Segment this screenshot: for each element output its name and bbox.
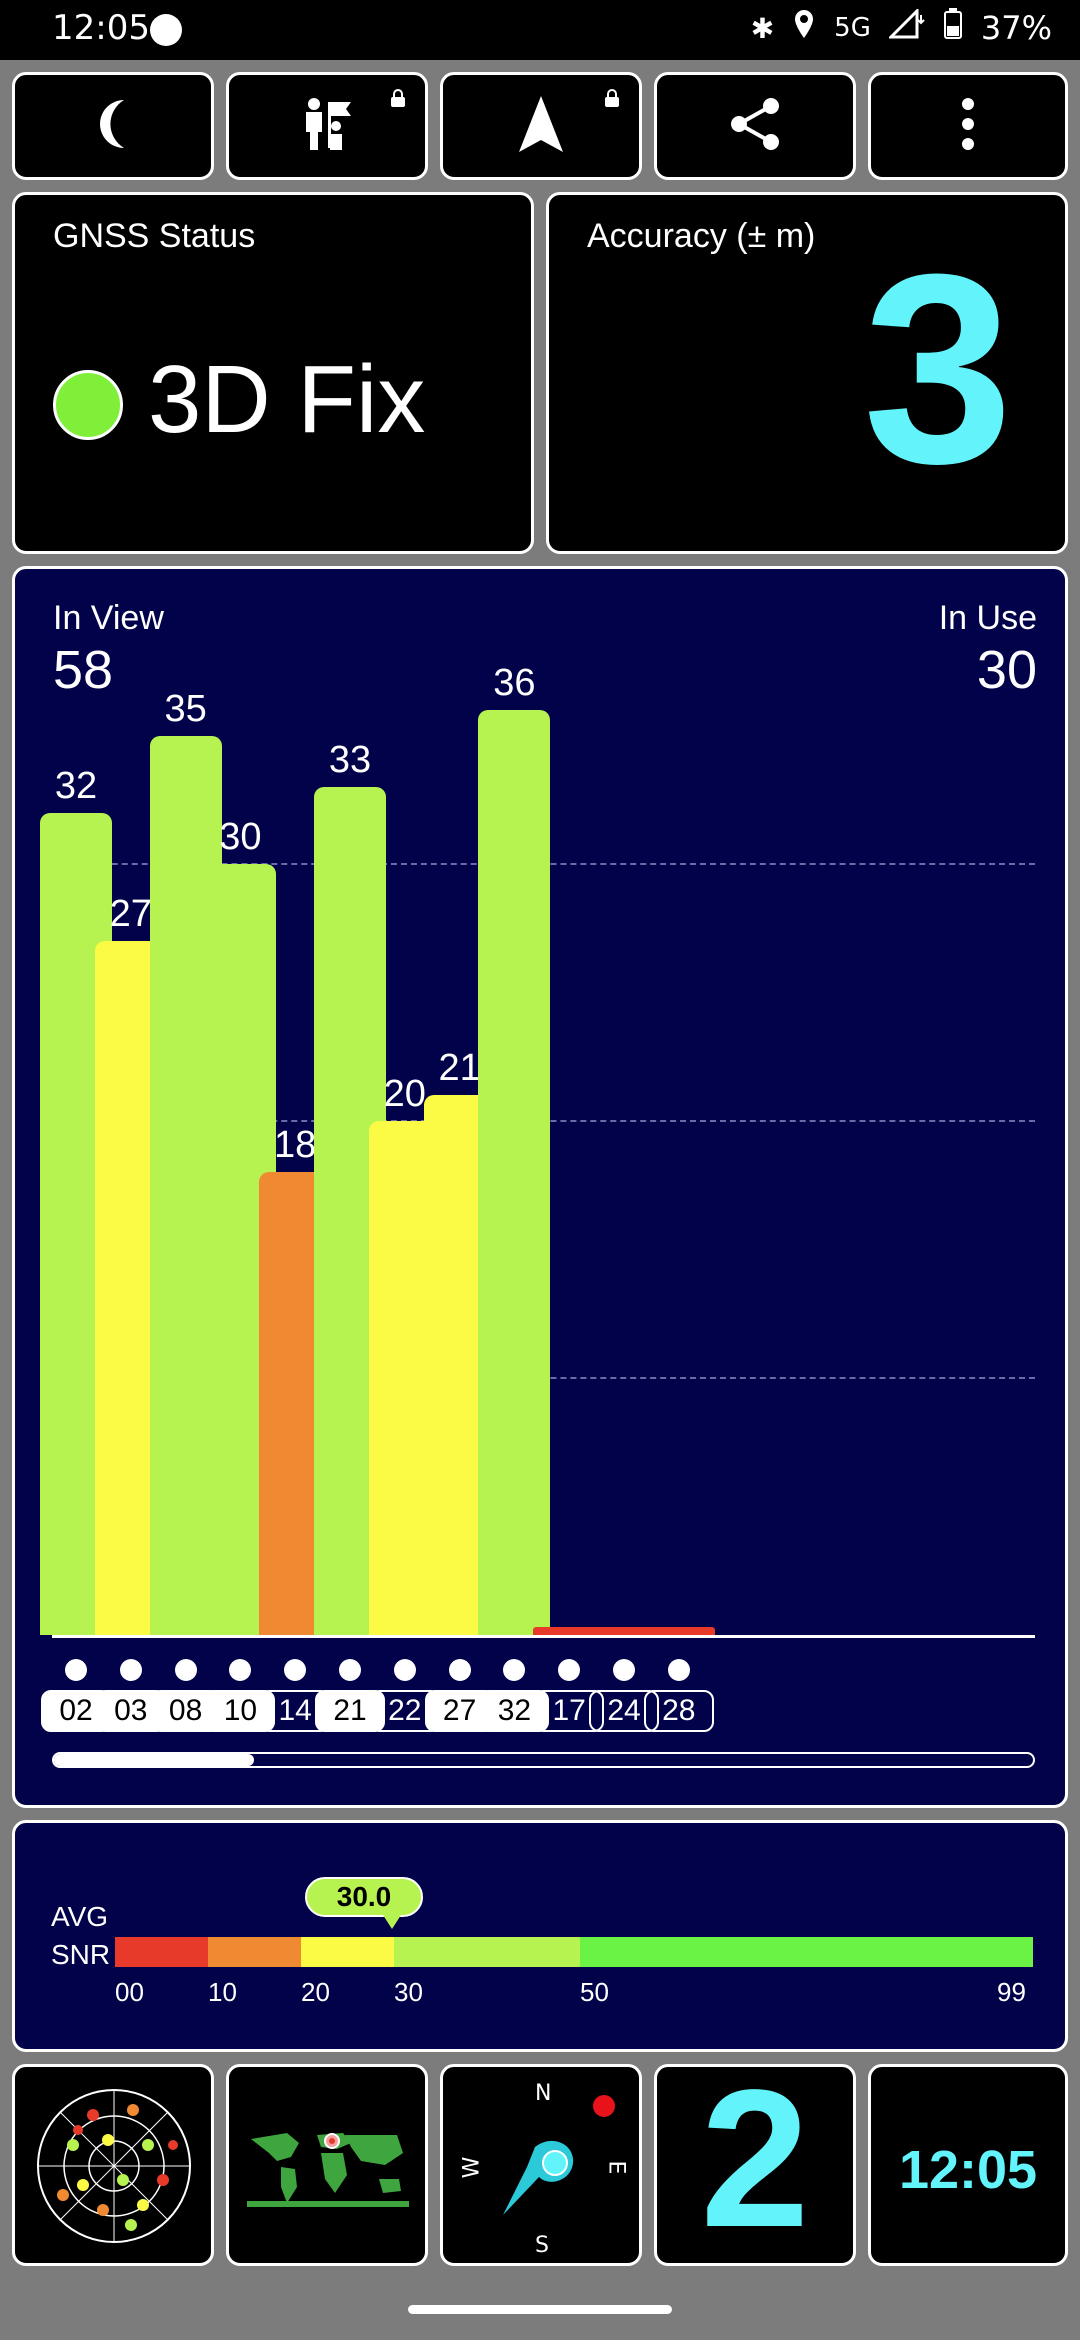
navigation-arrow-icon bbox=[517, 94, 565, 158]
satellite-prn-label: 21 bbox=[315, 1690, 385, 1732]
compass-north-label: N bbox=[535, 2081, 552, 2106]
satellite-status-dot bbox=[339, 1659, 361, 1681]
sky-plot-tile[interactable] bbox=[12, 2064, 214, 2266]
clock-tile[interactable]: 12:05 bbox=[868, 2064, 1068, 2266]
battery-icon bbox=[943, 8, 963, 48]
status-icons: ✱ 5G 37% bbox=[750, 7, 1052, 48]
chart-baseline bbox=[52, 1635, 1035, 1638]
compass-east-label: E bbox=[603, 2160, 629, 2175]
snr-band bbox=[115, 1937, 208, 1967]
battery-percent: 37% bbox=[980, 9, 1052, 47]
night-mode-button[interactable] bbox=[12, 72, 214, 180]
accuracy-label: Accuracy (± m) bbox=[587, 217, 816, 255]
more-options-button[interactable] bbox=[868, 72, 1068, 180]
snr-tick-label: 10 bbox=[208, 1977, 237, 2007]
compass-needle-icon bbox=[483, 2107, 603, 2231]
snr-label-avg: AVG bbox=[51, 1901, 109, 1932]
satellite-status-dot bbox=[503, 1659, 526, 1681]
in-view-label: In View bbox=[53, 599, 164, 637]
bar-value-label: 33 bbox=[328, 738, 372, 781]
satellite-prn-label: 17 bbox=[534, 1690, 605, 1732]
compass-tile[interactable]: N S E W bbox=[440, 2064, 642, 2266]
snr-tick-label: 20 bbox=[301, 1977, 330, 2007]
signal-bar bbox=[533, 1627, 606, 1635]
bar-value-label: 21 bbox=[438, 1047, 481, 1090]
snr-band bbox=[580, 1937, 1033, 1967]
satellite-signal-panel[interactable]: In View 58 In Use 30 32 02 27 03 35 08 30 10 18 1… bbox=[12, 566, 1068, 1808]
satellite-status-dot bbox=[448, 1659, 471, 1681]
share-icon bbox=[727, 96, 783, 156]
world-map-icon bbox=[247, 2127, 409, 2211]
satellite-status-dot bbox=[119, 1659, 142, 1681]
snr-tick-label: 50 bbox=[580, 1977, 609, 2007]
snr-tick-label: 30 bbox=[394, 1977, 423, 2007]
share-button[interactable] bbox=[654, 72, 856, 180]
in-use-count: 30 bbox=[976, 640, 1037, 700]
lock-icon bbox=[389, 89, 407, 107]
moon-icon bbox=[90, 96, 136, 156]
in-view-count: 58 bbox=[53, 640, 114, 700]
bar-value-label: 35 bbox=[164, 687, 207, 730]
big-number-tile[interactable]: 2 bbox=[654, 2049, 856, 2268]
bar-value-label: 30 bbox=[219, 816, 262, 858]
fix-status-text: 3D Fix bbox=[148, 346, 426, 453]
gnss-status-label: GNSS Status bbox=[53, 217, 256, 255]
messenger-icon bbox=[150, 14, 182, 46]
satellite-status-dot bbox=[613, 1659, 635, 1681]
signal-icon bbox=[887, 7, 925, 47]
satellite-status-dot bbox=[174, 1659, 197, 1681]
compass-target-dot bbox=[593, 2095, 615, 2117]
accuracy-value: 3 bbox=[862, 219, 1013, 520]
snr-band bbox=[208, 1937, 301, 1967]
satellite-status-dot bbox=[284, 1659, 307, 1681]
person-flag-icon bbox=[296, 96, 358, 156]
snr-band bbox=[301, 1937, 394, 1967]
snr-tick-label: 00 bbox=[115, 1977, 144, 2007]
gnss-status-panel[interactable]: GNSS Status 3D Fix bbox=[12, 192, 534, 554]
satellite-status-dot bbox=[393, 1659, 416, 1681]
navigation-button[interactable] bbox=[440, 72, 642, 180]
compass-west-label: W bbox=[459, 2156, 485, 2179]
satellite-status-dot bbox=[667, 1659, 690, 1681]
avg-snr-badge: 30.0 bbox=[305, 1877, 423, 1917]
bar-value-label: 18 bbox=[274, 1124, 317, 1167]
bluetooth-icon: ✱ bbox=[750, 11, 775, 45]
snr-tick-label: 99 bbox=[997, 1977, 1026, 2007]
snr-label-snr: SNR bbox=[51, 1939, 111, 1970]
location-icon bbox=[792, 8, 816, 48]
signal-bar bbox=[588, 1627, 660, 1635]
status-bar: 12:05 ✱ 5G 37% bbox=[0, 0, 1080, 60]
avg-snr-panel[interactable]: AVG SNR 00 10 20 30 50 99 bbox=[12, 1820, 1068, 2052]
satellite-status-dot bbox=[558, 1659, 581, 1681]
bar-value-label: 27 bbox=[109, 893, 152, 936]
world-map-tile[interactable] bbox=[226, 2064, 428, 2266]
scrollbar-thumb[interactable] bbox=[54, 1754, 254, 1766]
compass-south-label: S bbox=[535, 2233, 549, 2258]
signal-bar bbox=[478, 709, 551, 1635]
accuracy-panel[interactable]: Accuracy (± m) 3 bbox=[546, 192, 1068, 554]
bar-value-label: 20 bbox=[383, 1073, 426, 1115]
bar-value-label: 36 bbox=[493, 661, 536, 704]
satellite-scrollbar[interactable] bbox=[52, 1752, 1035, 1768]
satellite-prn-label: 24 bbox=[589, 1690, 659, 1732]
lock-icon bbox=[603, 89, 621, 107]
signal-bar bbox=[642, 1627, 715, 1635]
person-flag-button[interactable] bbox=[226, 72, 428, 180]
sky-plot-icon bbox=[33, 2085, 195, 2251]
satellite-status-dot bbox=[65, 1659, 87, 1681]
in-use-label: In Use bbox=[938, 599, 1037, 637]
status-time: 12:05 bbox=[52, 8, 150, 48]
avg-snr-pointer bbox=[383, 1915, 401, 1929]
big-number-value: 2 bbox=[700, 2049, 810, 2268]
fix-status-indicator bbox=[53, 370, 123, 440]
snr-band bbox=[394, 1937, 580, 1967]
home-indicator[interactable] bbox=[408, 2305, 672, 2314]
clock-value: 12:05 bbox=[898, 2140, 1038, 2200]
bar-value-label: 32 bbox=[54, 764, 98, 807]
satellite-prn-label: 28 bbox=[643, 1690, 714, 1732]
satellite-prn-label: 14 bbox=[260, 1690, 331, 1732]
satellite-status-dot bbox=[229, 1659, 252, 1681]
network-label: 5G bbox=[834, 13, 871, 43]
more-vertical-icon bbox=[960, 96, 976, 156]
